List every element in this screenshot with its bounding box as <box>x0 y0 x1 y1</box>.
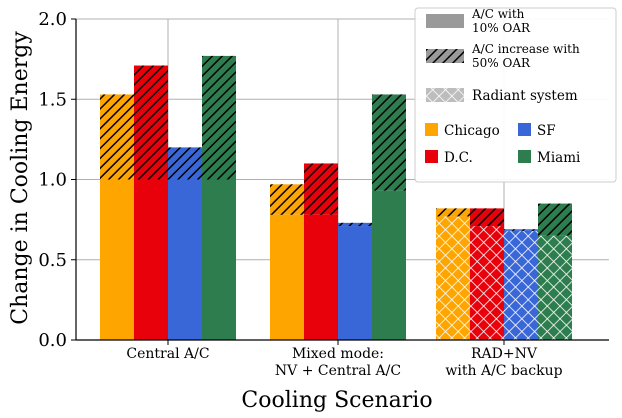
axes <box>71 18 609 345</box>
x-category-label: RAD+NV with A/C backup <box>445 346 562 379</box>
bar-increase-hatch <box>168 147 202 180</box>
bar-increase-hatch <box>372 94 406 191</box>
legend: A/C with 10% OAR A/C increase with 50% OAR R… <box>414 7 617 183</box>
bar-increase-hatch <box>338 222 372 227</box>
legend-city-label: Miami <box>537 150 581 166</box>
bar-increase-hatch <box>436 208 470 217</box>
legend-swatch-cross <box>426 88 464 102</box>
legend-city-label: Chicago <box>444 123 500 139</box>
bar-radiant-pattern <box>470 226 504 340</box>
legend-swatch-solid <box>426 14 464 28</box>
y-axis-title: Change in Cooling Energy <box>8 31 33 325</box>
legend-swatch-hatch <box>426 49 464 63</box>
y-tick-label: 1.0 <box>38 170 67 191</box>
y-tick-label: 0.5 <box>38 250 67 271</box>
x-axis-title: Cooling Scenario <box>241 388 432 413</box>
bar-radiant-pattern <box>436 216 470 340</box>
bar-increase-hatch <box>304 163 338 215</box>
bar-increase-hatch <box>202 55 236 180</box>
legend-label: A/C with 10% OAR <box>471 7 531 35</box>
legend-label: Radiant system <box>472 88 578 104</box>
y-tick-label: 2.0 <box>38 9 67 30</box>
bars-group <box>100 55 572 340</box>
x-category-label: Central A/C <box>126 346 209 362</box>
bar-increase-hatch <box>538 203 572 236</box>
bar-increase-hatch <box>470 208 504 227</box>
bar-radiant-pattern <box>504 230 538 340</box>
legend-label: A/C increase with 50% OAR <box>471 42 580 70</box>
y-tick-label: 0.0 <box>38 330 67 351</box>
bar-increase-hatch <box>504 229 538 231</box>
bar-increase-hatch <box>100 94 134 180</box>
bar-base-dc <box>134 179 168 340</box>
bar-increase-hatch <box>270 184 304 215</box>
legend-city-swatch <box>518 150 531 163</box>
legend-city-label: D.C. <box>444 150 473 166</box>
y-tick-labels: 0.0 0.5 1.0 1.5 2.0 <box>38 9 67 351</box>
bar-radiant-pattern <box>538 235 572 340</box>
bar-base-dc <box>304 214 338 340</box>
x-category-labels: Central A/C Mixed mode: NV + Central A/C RA… <box>126 346 562 379</box>
bar-base-sf <box>168 179 202 340</box>
legend-box <box>414 7 617 183</box>
legend-city-swatch <box>518 123 531 136</box>
bar-base-miami <box>372 190 406 340</box>
legend-city-swatch <box>425 150 438 163</box>
bar-increase-hatch <box>134 65 168 180</box>
y-tick-label: 1.5 <box>38 89 67 110</box>
bar-base-sf <box>338 226 372 340</box>
bar-base-chicago <box>100 179 134 340</box>
bar-base-chicago <box>270 214 304 340</box>
legend-city-label: SF <box>537 123 556 139</box>
bar-base-miami <box>202 179 236 340</box>
legend-city-swatch <box>425 123 438 136</box>
x-category-label: Mixed mode: NV + Central A/C <box>275 346 401 379</box>
